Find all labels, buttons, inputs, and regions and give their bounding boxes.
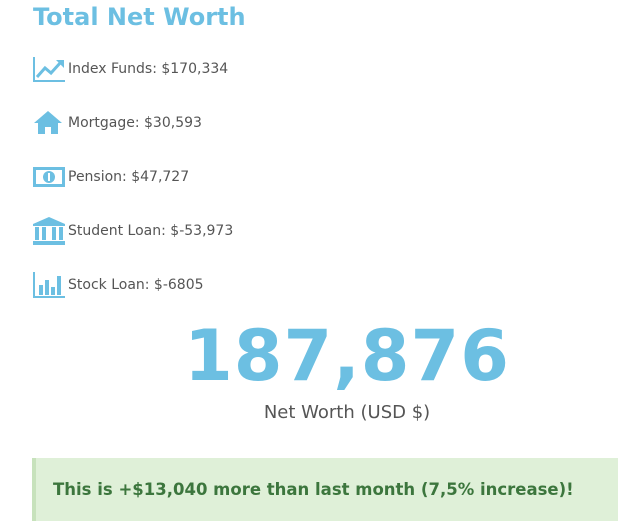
item-label: Index Funds: $170,334: [68, 61, 229, 77]
item: Pension: $47,727: [32, 162, 189, 192]
alert: This is +$13,040 more than last month (7…: [32, 458, 618, 521]
item-label: Stock Loan: $-6805: [68, 277, 204, 293]
icon-bank: [33, 217, 65, 245]
item-label: Mortgage: $30,593: [68, 115, 202, 131]
icon-chart-line: [33, 57, 65, 82]
item: Student Loan: $-53,973: [32, 216, 233, 246]
item: Stock Loan: $-6805: [32, 270, 204, 300]
item-label: Pension: $47,727: [68, 169, 190, 185]
net-worth-value: 187,876: [184, 315, 510, 397]
net-worth-caption: Net Worth (USD $): [263, 402, 431, 423]
item-label: Student Loan: $-53,973: [68, 223, 234, 239]
icon-money: [33, 167, 65, 187]
title: Total Net Worth: [33, 3, 246, 31]
alert-text: This is +$13,040 more than last month (7…: [53, 480, 574, 499]
icon-home: [34, 111, 62, 134]
icon-bar-chart: [33, 272, 65, 298]
item: Index Funds: $170,334: [32, 54, 228, 84]
item: Mortgage: $30,593: [32, 108, 202, 138]
